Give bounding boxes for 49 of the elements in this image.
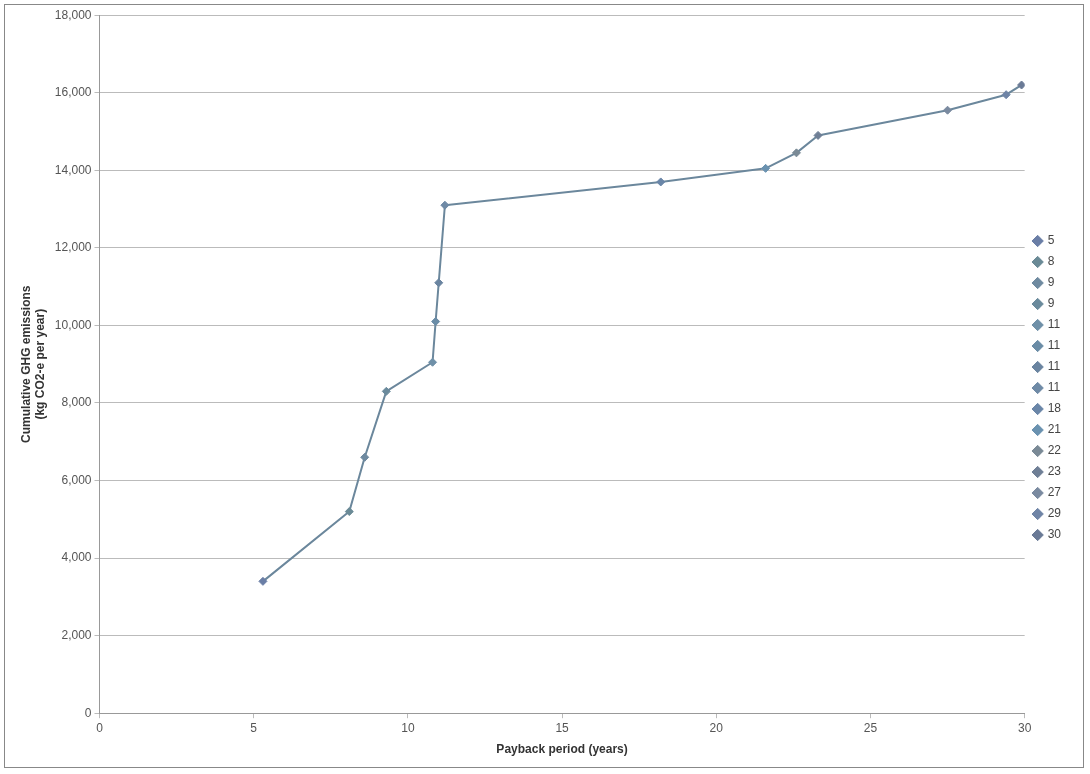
legend-label: 30: [1047, 527, 1062, 542]
point: [1001, 90, 1011, 100]
legend-label: 11: [1047, 359, 1061, 374]
legend-label: 11: [1047, 380, 1061, 395]
point: [344, 507, 354, 517]
x-tick-label: 30: [1017, 720, 1032, 735]
x-tick-label: 25: [863, 720, 878, 735]
legend-label: 21: [1047, 422, 1062, 437]
x-tick-label: 5: [250, 720, 258, 735]
y-tick-label: 16,000: [54, 85, 92, 100]
point: [360, 452, 370, 462]
point: [258, 576, 268, 586]
legend-label: 27: [1047, 485, 1062, 500]
y-tick-label: 4,000: [61, 550, 92, 565]
legend-label: 18: [1047, 401, 1062, 416]
y-tick-label: 12,000: [54, 240, 92, 255]
legend-label: 9: [1047, 275, 1055, 290]
x-tick-label: 15: [555, 720, 570, 735]
point: [1017, 80, 1025, 90]
y-tick-label: 10,000: [54, 317, 92, 332]
legend-label: 5: [1047, 233, 1055, 248]
point: [761, 163, 771, 173]
y-tick-label: 8,000: [61, 395, 92, 410]
y-tick-label: 2,000: [61, 627, 92, 642]
x-axis-title: Payback period (years): [496, 742, 628, 757]
point: [440, 200, 450, 210]
legend-label: 11: [1047, 317, 1061, 332]
y-tick-label: 6,000: [61, 472, 92, 487]
y-tick-label: 14,000: [54, 162, 92, 177]
y-axis-title: Cumulative GHG emissions (kg CO2-e per year): [18, 285, 47, 443]
legend-label: 23: [1047, 464, 1062, 479]
legend-label: 22: [1047, 443, 1062, 458]
y-tick-label: 18,000: [54, 7, 92, 22]
point: [431, 317, 441, 327]
point: [656, 177, 666, 187]
legend-label: 11: [1047, 338, 1061, 353]
point: [813, 130, 823, 140]
point: [381, 386, 391, 396]
point: [791, 148, 801, 158]
point: [943, 105, 953, 115]
x-tick-label: 10: [401, 720, 415, 735]
legend-label: 9: [1047, 296, 1055, 311]
point: [428, 357, 438, 367]
x-tick-label: 0: [96, 720, 104, 735]
legend-label: 29: [1047, 506, 1062, 521]
point: [434, 278, 444, 288]
x-tick-label: 20: [709, 720, 724, 735]
y-tick-label: 0: [84, 705, 92, 720]
legend-label: 8: [1047, 254, 1055, 269]
